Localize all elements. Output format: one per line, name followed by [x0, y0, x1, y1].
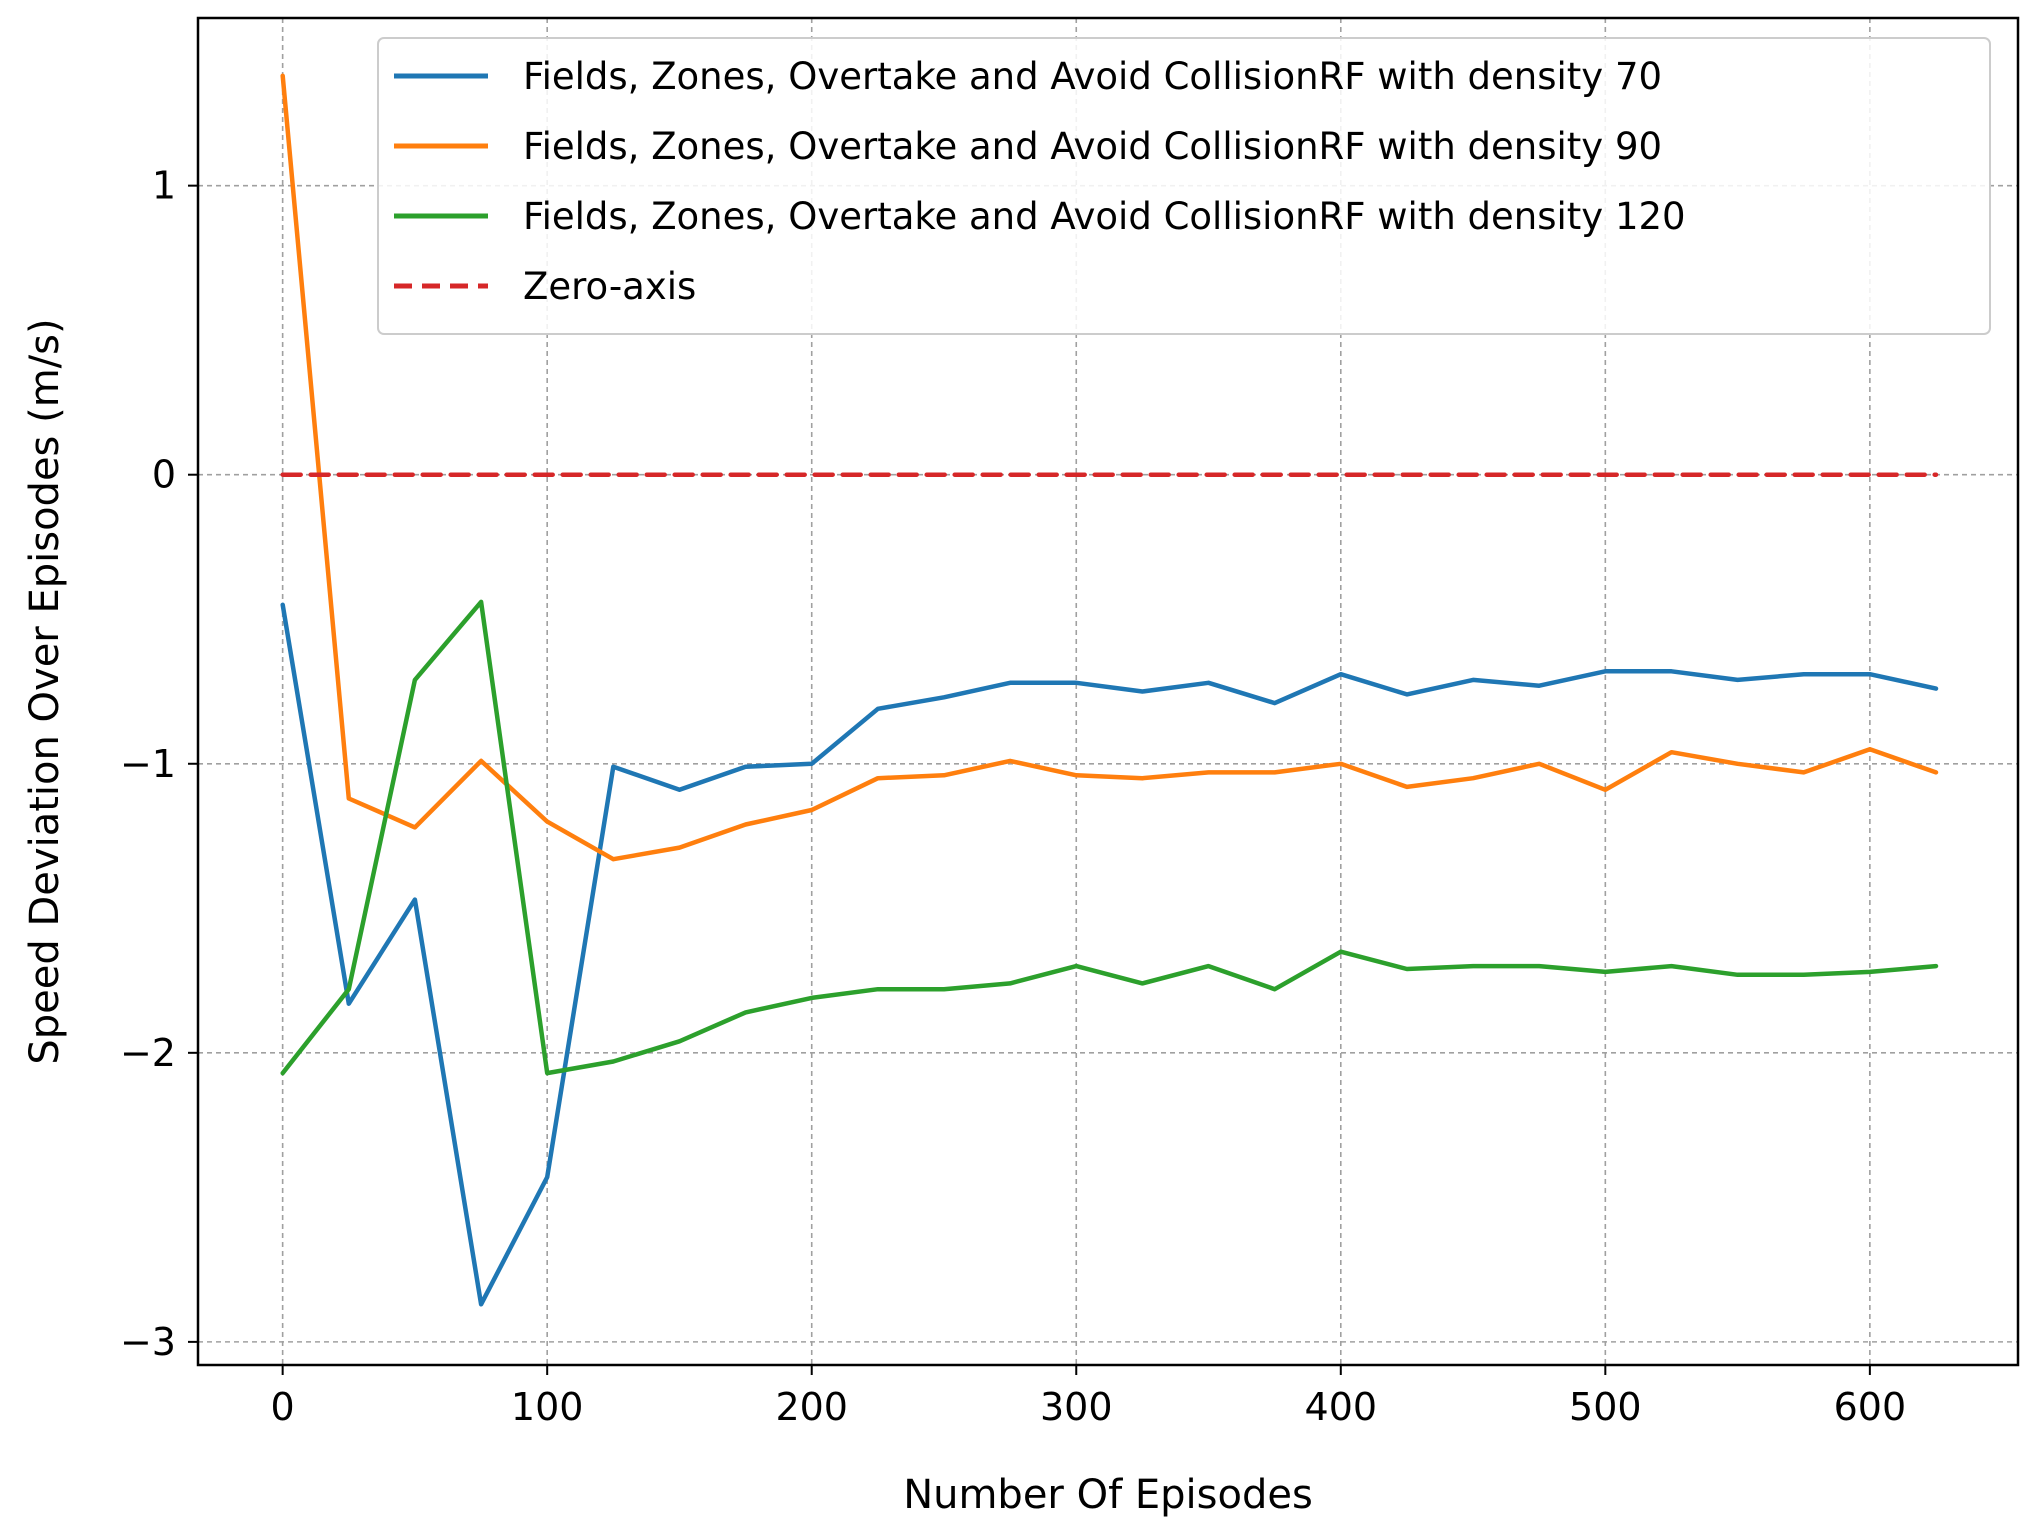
plot-frame — [196, 16, 2020, 1367]
x-tick-label: 600 — [1834, 1385, 1907, 1429]
series-line-2 — [280, 599, 1939, 1076]
x-tick-label: 100 — [511, 1385, 584, 1429]
y-tick-labels: 1 0 −1 −2 −3 — [120, 164, 176, 1364]
x-tick-label: 200 — [775, 1385, 848, 1429]
series-line-0 — [280, 602, 1939, 1307]
series-line-1 — [280, 73, 1939, 862]
series-lines — [280, 73, 1939, 1307]
y-axis-title: Speed Deviation Over Episodes (m/s) — [22, 318, 68, 1064]
x-axis-title: Number Of Episodes — [903, 1472, 1313, 1518]
y-tick-label: 0 — [152, 453, 176, 497]
axis-ticks — [188, 184, 1871, 1375]
legend-label-1: Fields, Zones, Overtake and Avoid Collis… — [523, 125, 1662, 168]
y-tick-label: −3 — [120, 1320, 176, 1364]
x-tick-label: 300 — [1040, 1385, 1113, 1429]
legend-label-2: Fields, Zones, Overtake and Avoid Collis… — [523, 195, 1686, 238]
y-tick-label: −1 — [120, 742, 176, 786]
x-tick-label: 400 — [1305, 1385, 1378, 1429]
y-tick-label: 1 — [152, 164, 176, 208]
x-tick-labels: 0 100 200 300 400 500 600 — [271, 1385, 1907, 1429]
legend-label-0: Fields, Zones, Overtake and Avoid Collis… — [523, 55, 1662, 98]
x-tick-label: 0 — [271, 1385, 295, 1429]
x-tick-label: 500 — [1569, 1385, 1642, 1429]
legend-box — [377, 37, 1991, 335]
legend: Fields, Zones, Overtake and Avoid Collis… — [377, 37, 1991, 335]
y-tick-label: −2 — [120, 1031, 176, 1075]
legend-label-3: Zero-axis — [523, 265, 696, 308]
